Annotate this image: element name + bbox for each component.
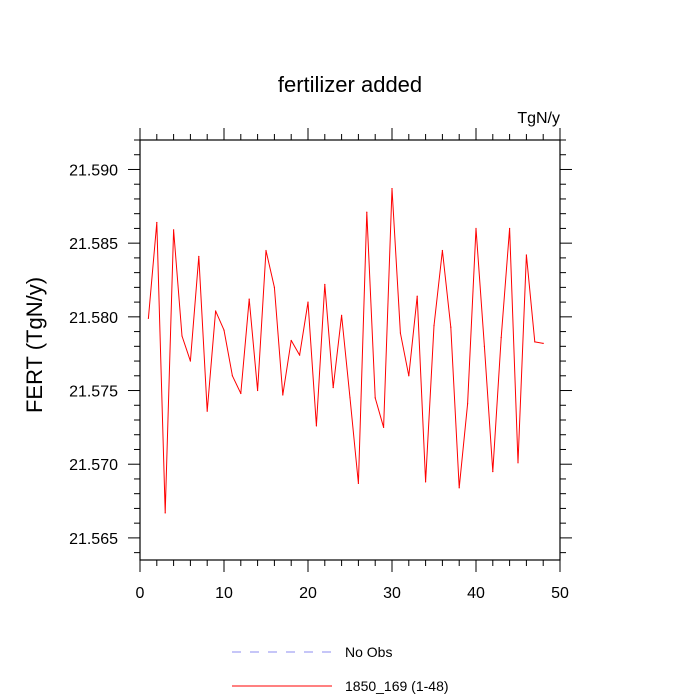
data-point <box>189 360 191 362</box>
data-point <box>299 354 301 356</box>
data-point <box>215 310 217 312</box>
data-point <box>416 295 418 297</box>
data-point <box>441 249 443 252</box>
data-point <box>450 326 452 328</box>
data-point <box>366 211 368 213</box>
data-point <box>248 298 250 300</box>
data-point <box>198 255 200 258</box>
data-point <box>492 470 494 473</box>
data-point <box>467 403 469 405</box>
x-tick-label: 30 <box>383 585 401 602</box>
x-tick-label: 50 <box>551 585 569 602</box>
data-point <box>257 389 259 392</box>
data-point <box>357 482 359 484</box>
series-layer <box>147 188 544 514</box>
data-point <box>408 375 410 377</box>
data-point <box>173 229 175 231</box>
y-axis-label: FERT (TgN/y) <box>22 277 47 413</box>
axis-tick-labels: 0 10 20 30 40 50 21.565 21.570 21.575 21.580 21.58… <box>69 162 569 602</box>
series-line-1850-169 <box>147 188 544 514</box>
data-point <box>290 339 292 342</box>
data-point <box>231 375 233 377</box>
data-point <box>147 317 149 319</box>
data-point <box>223 329 225 331</box>
data-point <box>374 397 376 399</box>
data-point <box>483 345 485 347</box>
data-point <box>315 425 317 427</box>
data-point <box>332 386 334 389</box>
y-tick-label: 21.575 <box>69 384 118 401</box>
data-point <box>542 342 544 344</box>
legend-label-1850-169: 1850_169 (1-48) <box>345 678 449 694</box>
axis-ticks <box>128 128 572 572</box>
data-point <box>391 188 393 190</box>
data-point <box>475 227 477 230</box>
data-point <box>206 410 208 412</box>
y-tick-label: 21.590 <box>69 162 118 179</box>
data-point <box>383 426 385 428</box>
x-tick-label: 40 <box>467 585 485 602</box>
y-tick-label: 21.570 <box>69 457 118 474</box>
data-point <box>509 227 511 230</box>
plot-frame <box>139 139 561 561</box>
data-point <box>341 314 343 316</box>
data-point <box>458 487 460 489</box>
data-point <box>425 481 427 483</box>
data-point <box>273 286 275 288</box>
legend-label-no-obs: No Obs <box>345 644 392 660</box>
data-point <box>324 283 326 286</box>
chart-title: fertilizer added <box>278 72 422 97</box>
y-tick-label: 21.565 <box>69 531 118 548</box>
data-point <box>517 462 519 464</box>
data-point <box>282 394 284 396</box>
data-point <box>525 254 528 256</box>
data-point <box>349 397 351 399</box>
data-point <box>164 512 166 514</box>
x-tick-label: 10 <box>215 585 233 602</box>
data-point <box>534 341 536 343</box>
data-point <box>240 392 242 395</box>
data-point <box>500 336 502 339</box>
x-tick-label: 20 <box>299 585 317 602</box>
data-point <box>307 301 309 303</box>
legend: No Obs 1850_169 (1-48) <box>232 644 449 694</box>
units-label: TgN/y <box>517 110 560 127</box>
data-point <box>399 332 401 334</box>
data-point <box>156 221 158 224</box>
data-point <box>265 249 267 252</box>
y-tick-label: 21.585 <box>69 236 118 253</box>
x-tick-label: 0 <box>136 585 145 602</box>
y-tick-label: 21.580 <box>69 310 118 327</box>
data-point <box>433 325 435 327</box>
data-point <box>181 335 183 337</box>
